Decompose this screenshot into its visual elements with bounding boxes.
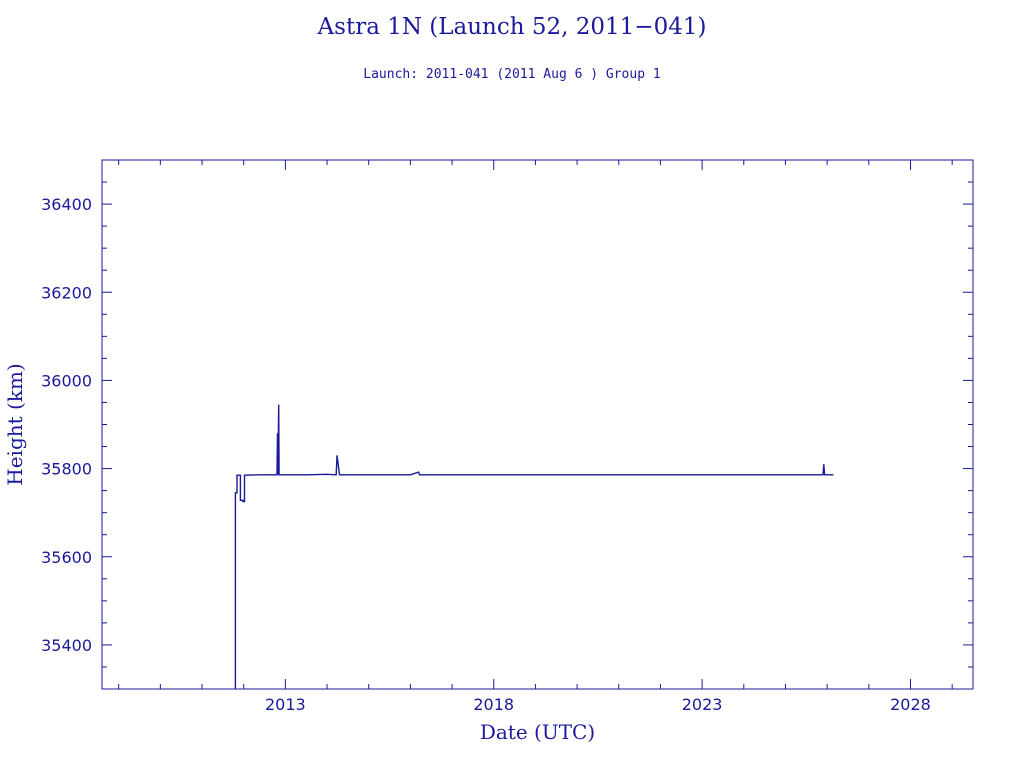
x-axis-label: Date (UTC): [480, 720, 595, 744]
x-tick-label: 2028: [890, 695, 931, 714]
y-tick-label: 35800: [41, 460, 92, 479]
plot-frame: [101, 159, 974, 690]
y-tick-label: 36200: [41, 283, 92, 302]
x-tick-label: 2023: [682, 695, 723, 714]
y-axis-label: Height (km): [3, 363, 27, 485]
y-tick-label: 35400: [41, 636, 92, 655]
y-tick-label: 36400: [41, 195, 92, 214]
y-tick-label: 35600: [41, 548, 92, 567]
x-tick-label: 2013: [265, 695, 306, 714]
y-tick-label: 36000: [41, 371, 92, 390]
x-tick-label: 2018: [473, 695, 514, 714]
height-series-line: [234, 404, 834, 689]
chart-subtitle: Launch: 2011-041 (2011 Aug 6 ) Group 1: [363, 67, 661, 82]
chart-title: Astra 1N (Launch 52, 2011−041): [317, 14, 707, 40]
